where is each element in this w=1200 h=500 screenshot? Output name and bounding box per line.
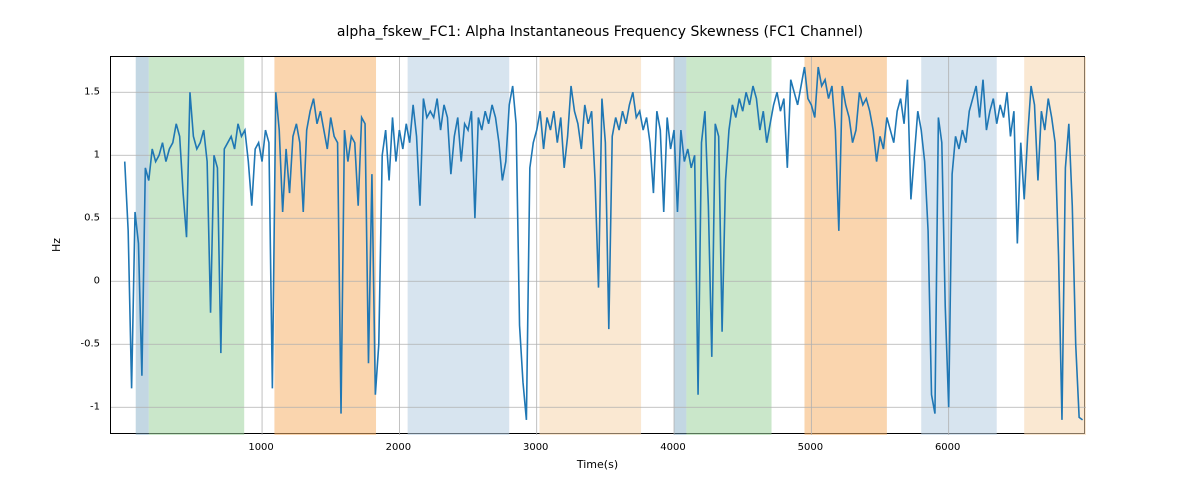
x-tick-label: 6000 — [935, 442, 960, 453]
x-tick-label: 2000 — [386, 442, 411, 453]
region-5 — [674, 57, 686, 435]
x-tick-label: 3000 — [523, 442, 548, 453]
chart-title: alpha_fskew_FC1: Alpha Instantaneous Fre… — [0, 24, 1200, 40]
x-tick-label: 1000 — [248, 442, 273, 453]
y-axis-label: Hz — [50, 238, 63, 252]
x-tick-label: 4000 — [660, 442, 685, 453]
region-1 — [149, 57, 244, 435]
region-0 — [136, 57, 149, 435]
y-tick-label: -1 — [90, 401, 100, 412]
region-7 — [804, 57, 886, 435]
y-tick-label: 1 — [94, 149, 100, 160]
x-axis-label: Time(s) — [576, 458, 618, 471]
figure: alpha_fskew_FC1: Alpha Instantaneous Fre… — [0, 0, 1200, 500]
plot-area — [110, 56, 1085, 434]
x-tick-label: 5000 — [798, 442, 823, 453]
y-tick-label: 1.5 — [84, 86, 100, 97]
plot-svg — [111, 57, 1086, 435]
y-tick-label: 0 — [94, 275, 100, 286]
y-tick-label: 0.5 — [84, 212, 100, 223]
y-tick-label: -0.5 — [80, 338, 100, 349]
region-2 — [274, 57, 376, 435]
